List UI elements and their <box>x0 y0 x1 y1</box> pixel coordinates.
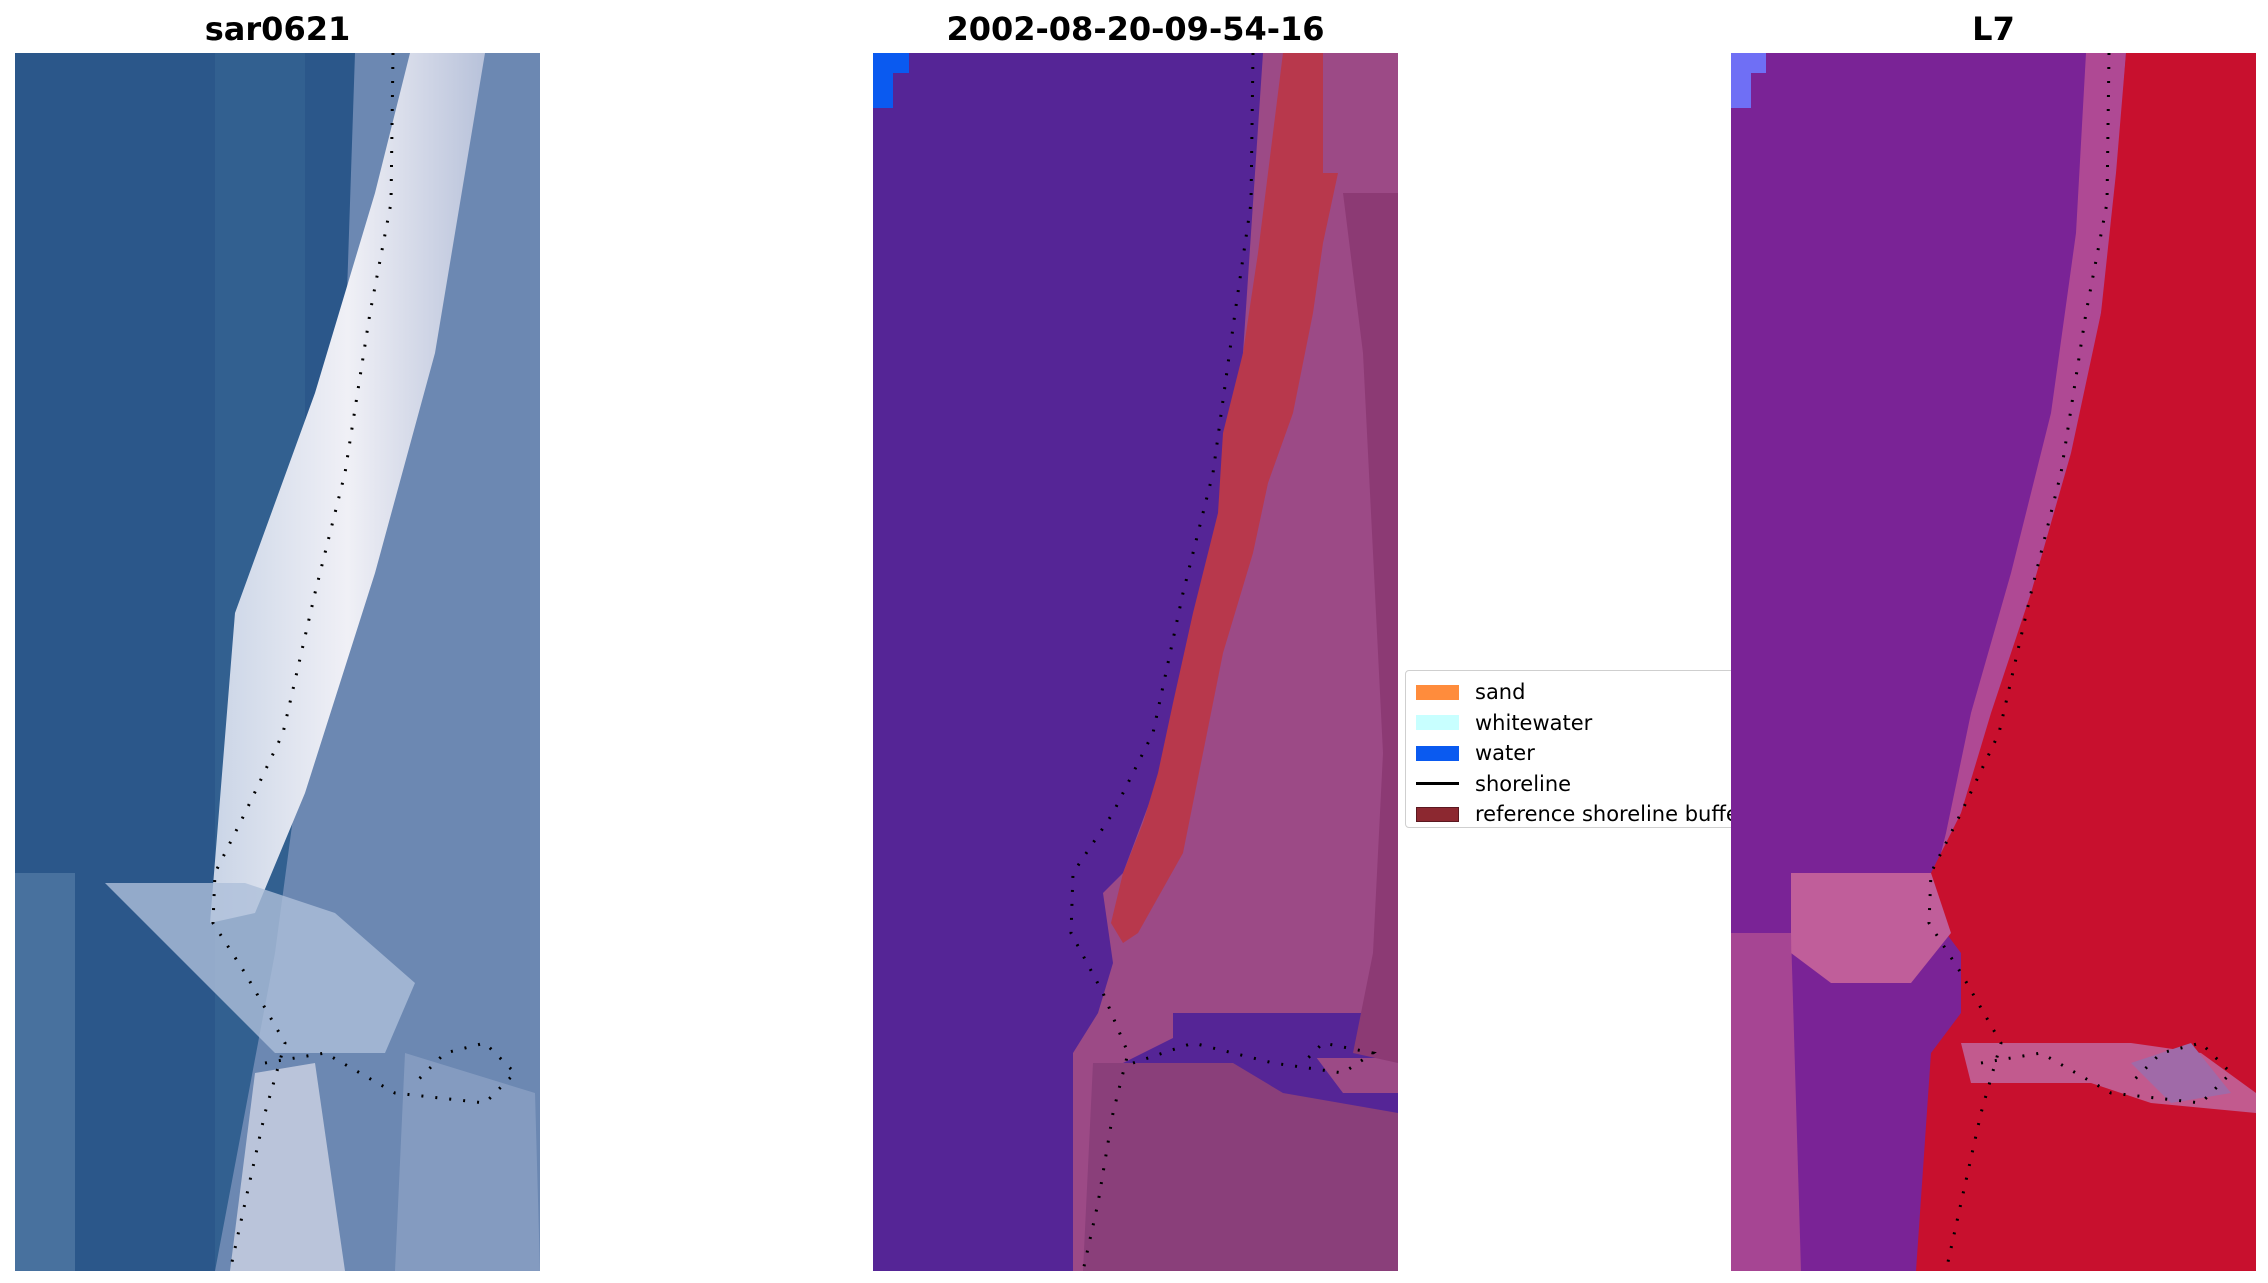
legend: sand whitewater water shoreline referenc… <box>1405 670 1737 828</box>
sand-swatch <box>1416 684 1459 700</box>
water-swatch <box>1416 745 1459 761</box>
legend-label: reference shoreline buffer <box>1475 802 1737 827</box>
legend-label: water <box>1475 741 1535 766</box>
classification-image <box>873 53 1398 1271</box>
legend-label: shoreline <box>1475 771 1572 796</box>
legend-label: sand <box>1475 680 1526 705</box>
legend-label: whitewater <box>1475 710 1593 735</box>
whitewater-swatch <box>1416 715 1459 731</box>
shoreline-trace-rgb <box>211 53 518 1271</box>
classification-panel <box>873 53 1398 1271</box>
index-panel <box>1731 53 2256 1271</box>
panel-title-rgb: sar0621 <box>204 10 351 48</box>
reference-buffer-swatch <box>1416 806 1459 822</box>
rgb-image <box>15 53 540 1271</box>
legend-item-shoreline: shoreline <box>1406 769 1736 800</box>
panel-title-index: L7 <box>1972 10 2015 48</box>
shoreline-trace-index <box>1927 53 2234 1271</box>
legend-item-reference-buffer: reference shoreline buffer <box>1406 799 1737 827</box>
legend-item-water: water <box>1406 738 1736 769</box>
index-image <box>1731 53 2256 1271</box>
rgb-image-panel <box>15 53 540 1271</box>
legend-item-sand: sand <box>1406 677 1736 708</box>
legend-item-whitewater: whitewater <box>1406 708 1736 739</box>
shoreline-line-swatch <box>1416 782 1459 786</box>
panel-title-classification: 2002-08-20-09-54-16 <box>946 10 1325 48</box>
